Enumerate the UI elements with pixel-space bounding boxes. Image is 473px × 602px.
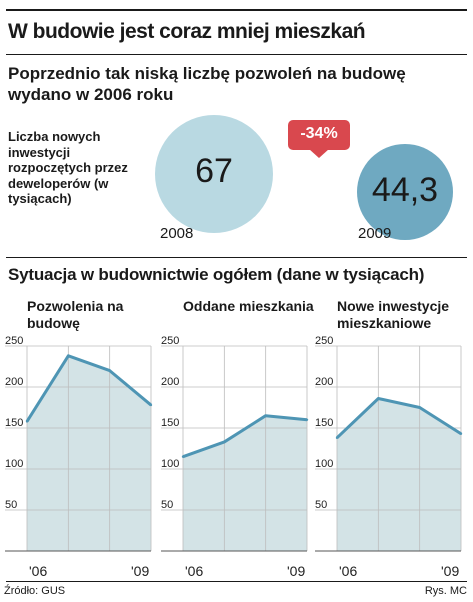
credit-note: Rys. MC [424,585,467,597]
panel-2-point [223,440,226,444]
change-badge: -34% [288,120,350,150]
bubble-chart-label: Liczba nowych inwestycji rozpoczętych pr… [8,129,128,206]
source-note: Źródło: GUS [4,585,66,597]
panel-1-point [108,369,111,372]
area-charts: 50 100 150 200 250 '06 '09 50 100 150 200 250 '06 '09… [5,335,463,579]
panel-2-ytick: 50 [161,499,173,511]
section-divider [6,257,467,258]
panel-2-area [183,415,307,551]
panel-1-xtick-start: '06 [29,563,47,579]
panel-2-point [305,418,309,421]
footer-divider [6,581,467,582]
panel-3-xtick-end: '09 [441,563,459,579]
bubble-2008 [155,115,273,233]
panel-3-ytick: 100 [315,458,333,470]
title-divider [6,54,467,55]
panel-1-xtick-end: '09 [131,563,149,579]
panel-3-point [377,397,380,400]
panel-2-ytick: 100 [161,458,179,470]
panel-3-xtick-start: '06 [339,563,357,579]
panel-1-ytick: 250 [5,335,23,347]
panel-3-ytick: 250 [315,335,333,347]
badge-pointer-icon [309,149,329,158]
page-subtitle: Poprzednio tak niską liczbę pozwoleń na … [8,64,406,104]
bubble-2009-year: 2009 [358,225,392,242]
page-title: W budowie jest coraz mniej mieszkań [8,20,366,43]
section-title: Sytuacja w budownictwie ogółem (dane w t… [8,265,425,284]
bubble-chart [155,115,453,240]
bubble-2009 [357,144,453,240]
panel-1-point [149,403,153,407]
panel-3-ytick: 50 [315,499,327,511]
bubble-2008-value: 67 [195,152,233,190]
panel-2-xtick-end: '09 [287,563,305,579]
panel-1-ytick: 50 [5,499,17,511]
panel-1-ytick: 200 [5,376,23,388]
panel-1-ytick: 100 [5,458,23,470]
panel-2-series-line [182,414,308,459]
panel-2-xtick-start: '06 [185,563,203,579]
panel-2-point [264,414,267,417]
panel-3-point [335,436,339,440]
panel-2-ytick: 200 [161,376,179,388]
bubble-2009-value: 44,3 [371,171,439,209]
panel-1-ytick: 150 [5,417,23,429]
panel-3-point [418,406,421,409]
panel-3-point [459,432,463,435]
top-rule [6,9,467,11]
panel-1-point [67,354,70,358]
panel-1-point [25,420,29,423]
panel-3-ytick: 150 [315,417,333,429]
panel-3-area [337,398,461,551]
panel-2-ytick: 150 [161,417,179,429]
panel-1-area [27,355,151,551]
panel-1-series-line [25,354,152,423]
panel-2-point [181,455,185,458]
panel-3-series-line [335,396,462,439]
panel-title-completed: Oddane mieszkania [183,298,314,314]
panel-2-ytick: 250 [161,335,179,347]
panel-title-permits: Pozwolenia na budowę [27,298,124,331]
panel-3-ytick: 200 [315,376,333,388]
bubble-2008-year: 2008 [160,225,194,242]
panel-title-new-investments: Nowe inwestycje mieszkaniowe [337,298,450,331]
